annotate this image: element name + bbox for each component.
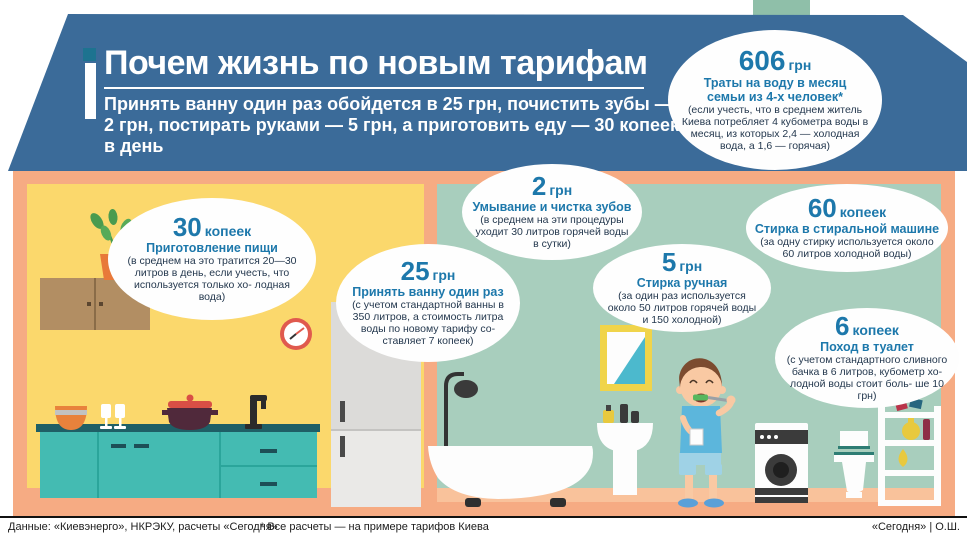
glasses-icon	[100, 404, 126, 429]
bubble-heading: Умывание и чистка зубов	[472, 199, 632, 214]
bubble-bath: 25 грн Принять ванну один раз (с учетом с…	[336, 244, 520, 362]
bubble-heading: Приготовление пищи	[146, 240, 278, 255]
toilet-icon	[834, 431, 874, 498]
amount-number: 5	[661, 246, 677, 277]
bubble-amount: 5 грн	[662, 249, 702, 275]
bubble-monthly-water-total: 606 грн Траты на воду в месяц семьи из 4-…	[668, 30, 882, 170]
kitchen-counter	[36, 424, 320, 498]
bowl-icon	[55, 406, 87, 430]
amount-number: 60	[807, 192, 837, 223]
title-marker-icon	[83, 46, 97, 157]
mirror-icon	[600, 325, 652, 391]
bubble-amount: 25 грн	[401, 258, 456, 284]
bubble-body: (за одну стирку используется около 60 ли…	[760, 236, 934, 261]
bubble-toilet: 6 копеек Поход в туалет (с учетом стандар…	[775, 308, 959, 408]
amount-number: 606	[738, 45, 786, 77]
bubble-heading: Траты на воду в месяц семьи из 4-х челов…	[703, 76, 847, 104]
toothbrush-icon	[693, 394, 708, 401]
bubble-washing-teeth: 2 грн Умывание и чистка зубов (в среднем …	[462, 164, 642, 260]
bathtub-icon	[428, 446, 593, 507]
amount-unit: копеек	[852, 321, 899, 338]
amount-unit: грн	[679, 257, 703, 274]
amount-unit: копеек	[839, 203, 887, 220]
bubble-amount: 606 грн	[739, 47, 812, 75]
cup-icon	[689, 428, 704, 446]
bubble-machine-laundry: 60 копеек Стирка в стиральной машине (за …	[746, 184, 948, 272]
bubble-amount: 30 копеек	[173, 214, 251, 240]
bubble-body: (с учетом стандартного сливного бачка в …	[786, 354, 948, 403]
bubble-body: (в среднем на это тратится 20—30 литров …	[127, 255, 297, 304]
boy-brushing-teeth	[676, 358, 736, 508]
header: Почем жизнь по новым тарифам Принять ван…	[83, 44, 689, 157]
shower-icon	[444, 372, 478, 447]
bubble-heading: Стирка ручная	[636, 275, 728, 290]
bubble-amount: 2 грн	[532, 173, 572, 199]
chimney	[753, 0, 810, 16]
sink-icon	[597, 404, 653, 495]
pot-icon	[162, 394, 218, 430]
bubble-body: (с учетом стандартной ванны в 350 литров…	[352, 299, 504, 348]
washing-machine-icon	[755, 423, 808, 503]
soap-icon	[603, 410, 614, 423]
bubble-body: (за один раз используется около 50 литро…	[607, 290, 757, 327]
bubble-amount: 6 копеек	[835, 313, 899, 339]
footer: Данные: «Киевэнерго», НКРЭКУ, расчеты «С…	[0, 521, 967, 538]
amount-unit: грн	[432, 266, 456, 283]
bubble-heading: Стирка в стиральной машине	[754, 221, 940, 236]
footer-sources: Данные: «Киевэнерго», НКРЭКУ, расчеты «С…	[8, 521, 278, 533]
amount-unit: копеек	[204, 222, 252, 239]
amount-number: 2	[531, 170, 547, 201]
footer-note: * Все расчеты — на примере тарифов Киева	[260, 521, 489, 533]
bubble-heading: Поход в туалет	[820, 339, 914, 354]
amount-unit: грн	[549, 181, 573, 198]
footer-credit: «Сегодня» | О.Ш.	[871, 521, 960, 533]
footer-divider	[0, 516, 967, 518]
page-title: Почем жизнь по новым тарифам	[104, 44, 648, 82]
amount-number: 6	[835, 310, 850, 341]
bubble-heading: Принять ванну один раз	[352, 284, 504, 299]
bubble-body: (если учесть, что в среднем житель Киева…	[681, 104, 869, 152]
shelf-icon	[878, 397, 941, 506]
amount-unit: грн	[788, 57, 812, 74]
clock-icon	[280, 318, 312, 350]
bubble-amount: 60 копеек	[808, 195, 886, 221]
bubble-cooking: 30 копеек Приготовление пищи (в среднем н…	[108, 198, 316, 320]
amount-number: 25	[400, 255, 430, 286]
kitchen-faucet-icon	[245, 395, 267, 429]
title-underline	[104, 86, 644, 89]
bubble-hand-laundry: 5 грн Стирка ручная (за один раз использу…	[593, 244, 771, 332]
page-subtitle: Принять ванну один раз обойдется в 25 гр…	[104, 93, 680, 157]
bubble-body: (в среднем на эти процедуры уходит 30 ли…	[475, 214, 629, 251]
amount-number: 30	[172, 211, 202, 242]
